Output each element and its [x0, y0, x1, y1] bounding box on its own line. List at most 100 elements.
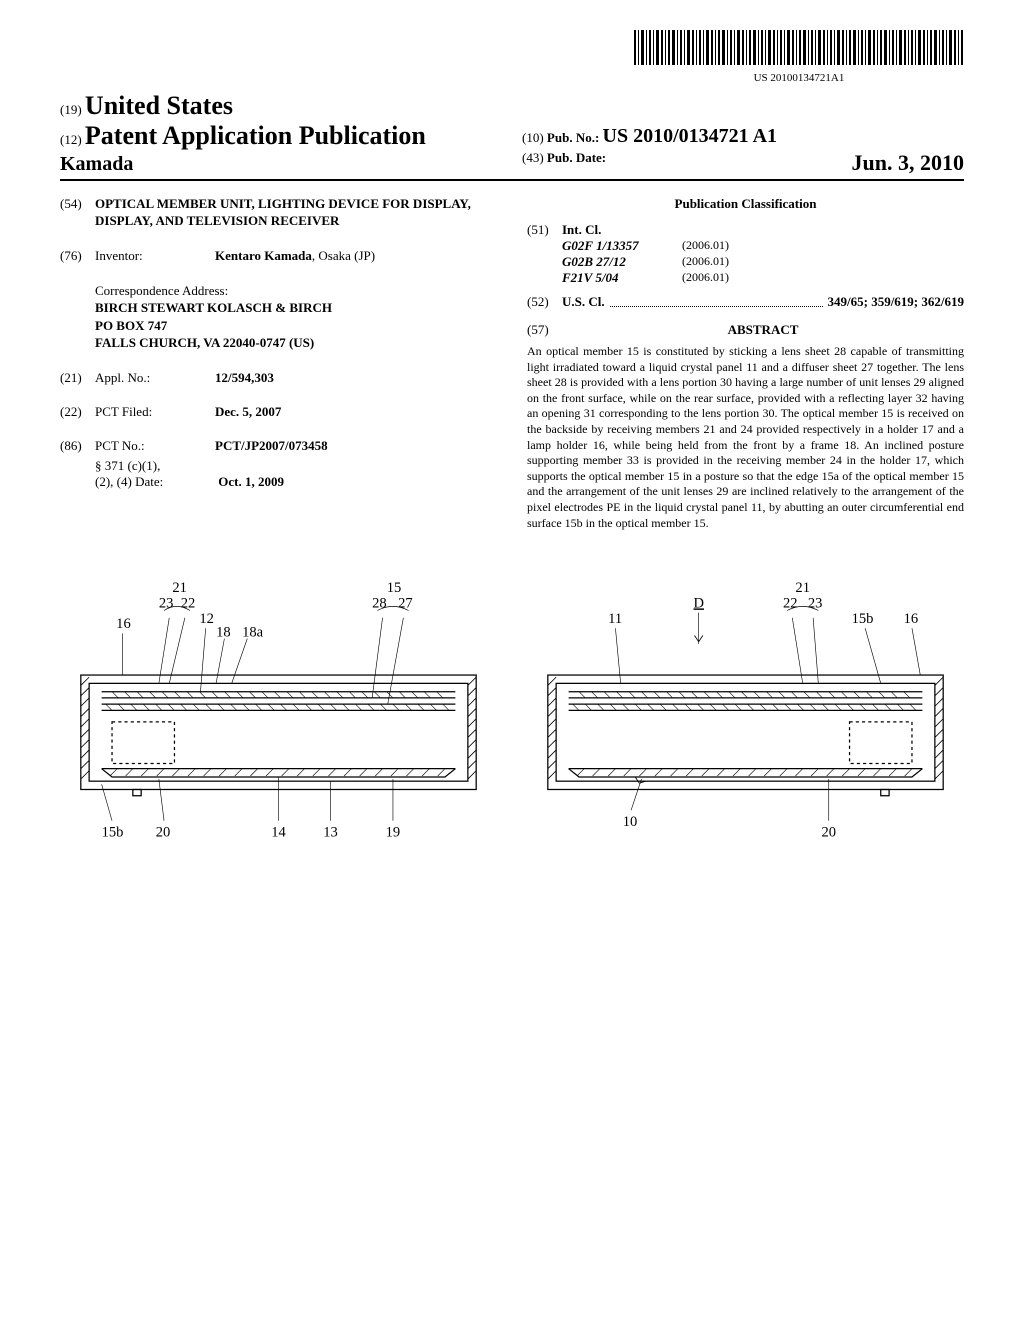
fig-label: 23 [159, 596, 174, 612]
fig-label: 10 [623, 814, 638, 830]
fig-label: 23 [808, 596, 823, 612]
s371-date-value: Oct. 1, 2009 [218, 474, 284, 489]
figure-right: 11 D 22 23 21 15b 16 10 20 [527, 571, 964, 847]
abstract-code: (57) [527, 322, 562, 338]
fig-label: 22 [783, 596, 798, 612]
fig-label: D [693, 596, 704, 612]
figure-left-svg: 16 23 22 21 12 18 18a 28 27 15 15b 20 14… [60, 571, 497, 842]
us-cl-values: 349/65; 359/619; 362/619 [828, 294, 965, 310]
title-row: (54) OPTICAL MEMBER UNIT, LIGHTING DEVIC… [60, 196, 497, 230]
fig-label: 14 [271, 824, 286, 840]
int-cl-section: (51) Int. Cl. G02F 1/13357 (2006.01) G02… [527, 222, 964, 286]
fig-label: 12 [199, 611, 214, 627]
inventor-label: Inventor: [95, 248, 215, 264]
int-cl-item-code: G02B 27/12 [562, 254, 682, 270]
pub-type: Patent Application Publication [85, 121, 426, 150]
pub-no-code: (10) [522, 130, 544, 145]
int-cl-item-code: G02F 1/13357 [562, 238, 682, 254]
int-cl-item-year: (2006.01) [682, 270, 729, 286]
appl-row: (21) Appl. No.: 12/594,303 [60, 370, 497, 386]
fig-label: 15 [387, 580, 402, 596]
title-code: (54) [60, 196, 95, 230]
int-cl-table: G02F 1/13357 (2006.01) G02B 27/12 (2006.… [562, 238, 964, 286]
fig-label: 20 [156, 824, 171, 840]
appl-value: 12/594,303 [215, 370, 497, 386]
s371-date-label: (2), (4) Date: [95, 474, 215, 490]
int-cl-item-year: (2006.01) [682, 238, 729, 254]
fig-label: 21 [172, 580, 187, 596]
title-text: OPTICAL MEMBER UNIT, LIGHTING DEVICE FOR… [95, 196, 497, 230]
int-cl-code: (51) [527, 222, 562, 238]
abstract-header: ABSTRACT [562, 322, 964, 338]
correspondence-addr2: FALLS CHURCH, VA 22040-0747 (US) [95, 334, 497, 352]
fig-label: 21 [795, 580, 810, 596]
barcode-number: US 20100134721A1 [634, 72, 964, 84]
appl-code: (21) [60, 370, 95, 386]
correspondence-label: Correspondence Address: [95, 282, 497, 300]
pub-date-label: Pub. Date: [547, 150, 606, 165]
us-cl-code: (52) [527, 294, 562, 310]
pub-date-value: Jun. 3, 2010 [852, 150, 964, 176]
fig-label: 22 [181, 596, 196, 612]
fig-label: 16 [904, 611, 919, 627]
int-cl-item-code: F21V 5/04 [562, 270, 682, 286]
s371-block: § 371 (c)(1), (2), (4) Date: Oct. 1, 200… [95, 458, 497, 490]
country-name: United States [85, 91, 233, 120]
int-cl-row: F21V 5/04 (2006.01) [562, 270, 964, 286]
inventor-location: , Osaka (JP) [312, 248, 375, 263]
s371-label: § 371 (c)(1), [95, 458, 497, 474]
fig-label: 20 [821, 824, 836, 840]
fig-label: 13 [323, 824, 338, 840]
header-row: (19) United States (12) Patent Applicati… [60, 91, 964, 181]
fig-label: 18 [216, 625, 231, 641]
figure-right-svg: 11 D 22 23 21 15b 16 10 20 [527, 571, 964, 842]
int-cl-label: Int. Cl. [562, 222, 601, 238]
inventor-value: Kentaro Kamada [215, 248, 312, 263]
pct-filed-row: (22) PCT Filed: Dec. 5, 2007 [60, 404, 497, 420]
abstract-header-row: (57) ABSTRACT [527, 310, 964, 344]
inventor-code: (76) [60, 248, 95, 264]
inventor-row: (76) Inventor: Kentaro Kamada, Osaka (JP… [60, 248, 497, 264]
figure-left: 16 23 22 21 12 18 18a 28 27 15 15b 20 14… [60, 571, 497, 847]
fig-label: 15b [852, 611, 874, 627]
fig-label: 28 [372, 596, 387, 612]
pct-no-row: (86) PCT No.: PCT/JP2007/073458 [60, 438, 497, 454]
pct-no-value: PCT/JP2007/073458 [215, 438, 497, 454]
right-column: Publication Classification (51) Int. Cl.… [527, 196, 964, 531]
pct-no-label: PCT No.: [95, 438, 215, 454]
us-cl-row: (52) U.S. Cl. 349/65; 359/619; 362/619 [527, 294, 964, 310]
fig-label: 11 [608, 611, 622, 627]
left-column: (54) OPTICAL MEMBER UNIT, LIGHTING DEVIC… [60, 196, 497, 531]
fig-label: 19 [386, 824, 401, 840]
appl-label: Appl. No.: [95, 370, 215, 386]
barcode-section: US 20100134721A1 [60, 30, 964, 86]
abstract-text: An optical member 15 is constituted by s… [527, 344, 964, 531]
us-cl-label: U.S. Cl. [562, 294, 605, 310]
int-cl-row: G02F 1/13357 (2006.01) [562, 238, 964, 254]
pct-no-code: (86) [60, 438, 95, 454]
pub-type-code: (12) [60, 132, 82, 147]
header-left: (19) United States (12) Patent Applicati… [60, 91, 502, 176]
pub-date-code: (43) [522, 150, 544, 165]
correspondence-name: BIRCH STEWART KOLASCH & BIRCH [95, 299, 497, 317]
content-columns: (54) OPTICAL MEMBER UNIT, LIGHTING DEVIC… [60, 196, 964, 531]
fig-label: 16 [116, 616, 131, 632]
fig-label: 27 [398, 596, 413, 612]
pub-no-label: Pub. No.: [547, 130, 599, 145]
inventor-surname: Kamada [60, 153, 502, 176]
barcode: US 20100134721A1 [634, 30, 964, 84]
header-right: (10) Pub. No.: US 2010/0134721 A1 (43) P… [502, 97, 964, 176]
country-code: (19) [60, 102, 82, 117]
int-cl-item-year: (2006.01) [682, 254, 729, 270]
pct-filed-label: PCT Filed: [95, 404, 215, 420]
fig-label: 15b [102, 824, 124, 840]
pct-filed-code: (22) [60, 404, 95, 420]
correspondence-block: Correspondence Address: BIRCH STEWART KO… [95, 282, 497, 352]
us-cl-dots [610, 294, 823, 307]
figures-section: 16 23 22 21 12 18 18a 28 27 15 15b 20 14… [60, 571, 964, 847]
int-cl-row: G02B 27/12 (2006.01) [562, 254, 964, 270]
fig-label: 18a [242, 625, 264, 641]
correspondence-addr1: PO BOX 747 [95, 317, 497, 335]
pub-no-value: US 2010/0134721 A1 [603, 125, 777, 147]
classification-header: Publication Classification [527, 196, 964, 212]
